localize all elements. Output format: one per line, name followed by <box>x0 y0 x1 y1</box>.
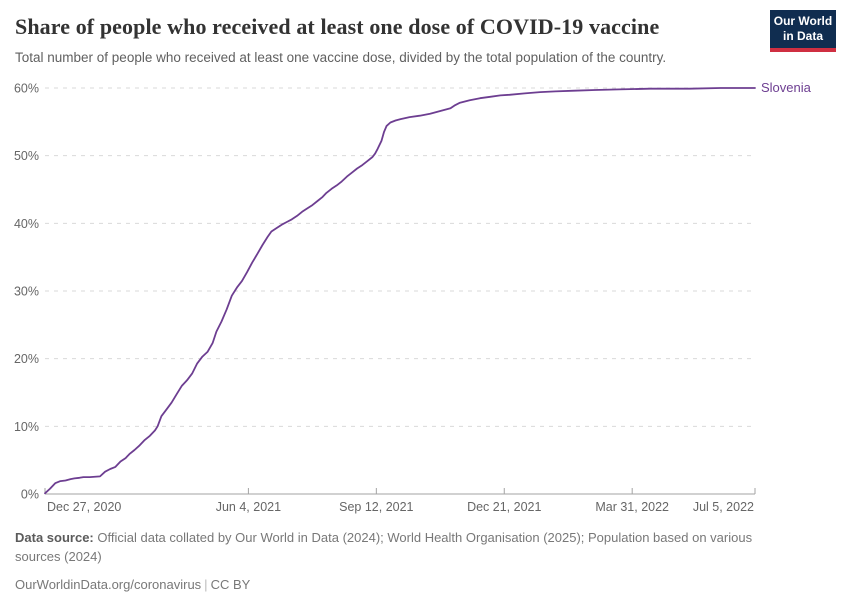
y-tick-label-60: 60% <box>14 82 39 96</box>
y-tick-label-0: 0% <box>21 488 39 502</box>
y-tick-label-20: 20% <box>14 352 39 366</box>
series-label-slovenia: Slovenia <box>761 80 811 95</box>
owid-logo-line1: Our World <box>773 14 833 28</box>
owid-logo: Our World in Data <box>770 10 836 52</box>
credit-license: CC BY <box>210 577 251 592</box>
page-title: Share of people who received at least on… <box>15 14 660 39</box>
y-tick-label-10: 10% <box>14 420 39 434</box>
x-tick-label-459: Mar 31, 2022 <box>595 500 669 514</box>
data-source-line: Data source: Official data collated by O… <box>15 529 795 566</box>
chart-footer: Data source: Official data collated by O… <box>15 529 795 595</box>
chart-subtitle: Total number of people who received at l… <box>15 50 667 65</box>
data-source-label: Data source: <box>15 530 94 545</box>
x-tick-label-555: Jul 5, 2022 <box>693 500 754 514</box>
owid-logo-line2: in Data <box>782 29 823 43</box>
x-tick-label-359: Dec 21, 2021 <box>467 500 541 514</box>
x-tick-label-159: Jun 4, 2021 <box>216 500 281 514</box>
y-tick-label-40: 40% <box>14 217 39 231</box>
footer-credit-line: OurWorldinData.org/coronavirus | CC BY <box>15 576 795 595</box>
y-tick-label-30: 30% <box>14 285 39 299</box>
credit-url: OurWorldinData.org/coronavirus <box>15 577 202 592</box>
series-line-slovenia <box>44 87 756 495</box>
y-tick-label-50: 50% <box>14 149 39 163</box>
x-tick-label-259: Sep 12, 2021 <box>339 500 413 514</box>
x-tick-label-0: Dec 27, 2020 <box>47 500 121 514</box>
data-source-text: Official data collated by Our World in D… <box>15 530 753 564</box>
credit-separator: | <box>204 577 208 592</box>
